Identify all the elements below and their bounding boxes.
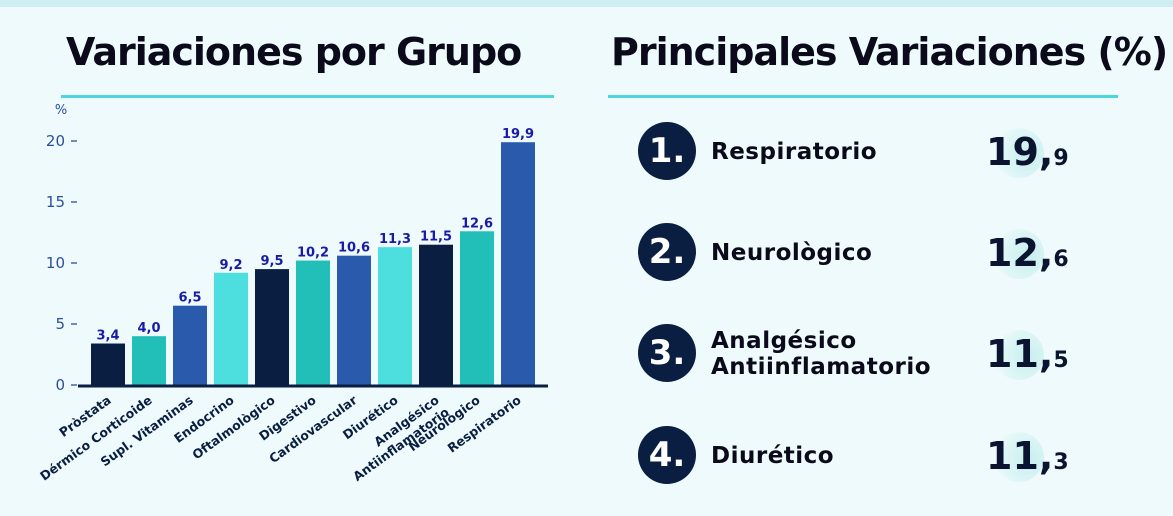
ranking-title: Principales Variaciones (%) [611, 30, 1168, 74]
rank-value-int: 12, [986, 231, 1054, 275]
value-bubble [994, 330, 1044, 380]
bar [337, 255, 371, 385]
bar-value-label: 3,4 [96, 329, 119, 344]
rank-value-dec: 9 [1053, 146, 1069, 171]
rank-value-dec: 3 [1053, 450, 1069, 475]
ranking-underline [608, 95, 1118, 98]
bar [378, 247, 412, 385]
top-band [0, 0, 1173, 7]
chart-title: Variaciones por Grupo [66, 30, 522, 74]
y-tick-label: 20 [46, 132, 65, 150]
ranking-item-3: 3. Analgésico Antiinflamatorio 11,5 [638, 324, 1173, 384]
ranking-item-2: 2. Neurològico 12,6 [638, 223, 1173, 283]
bar [419, 244, 453, 385]
rank-label: Diurético [711, 443, 835, 469]
rank-value-dec: 6 [1053, 247, 1069, 272]
bar [501, 142, 535, 385]
rank-label: Neurològico [711, 240, 873, 266]
bar-value-label: 11,5 [420, 230, 452, 245]
value-bubble [994, 128, 1044, 178]
y-tick-label: 10 [46, 254, 65, 272]
bar [132, 336, 166, 385]
bar [296, 260, 330, 385]
x-category-label: Respiratorio [445, 392, 525, 456]
value-bubble [994, 432, 1044, 482]
bar-value-label: 9,5 [260, 254, 283, 269]
bar-value-label: 11,3 [379, 232, 411, 247]
bar-value-label: 10,2 [297, 246, 329, 261]
rank-value-int: 11, [986, 332, 1054, 376]
y-tick-label: 15 [46, 193, 65, 211]
rank-value-dec: 5 [1053, 348, 1069, 373]
rank-value-int: 19, [986, 130, 1054, 174]
bar-value-label: 12,6 [461, 216, 493, 231]
rank-number-badge: 4. [638, 426, 696, 484]
bar [460, 231, 494, 385]
rank-label: Respiratorio [711, 139, 878, 165]
rank-label: Analgésico Antiinflamatorio [711, 328, 932, 380]
rank-value: 19,9 [986, 130, 1069, 174]
bar [173, 305, 207, 385]
bar-value-label: 4,0 [137, 321, 160, 336]
rank-value: 11,5 [986, 332, 1069, 376]
bar-chart: % 0 5 10 15 20 3,4 4,0 6,5 9,2 9,5 10,2 10,6 11,3 11,5… [37, 103, 548, 484]
bar-value-label: 9,2 [219, 258, 242, 273]
y-tick-label: 5 [55, 315, 65, 333]
rank-value: 11,3 [986, 434, 1069, 478]
title-underline [61, 95, 554, 98]
bar [214, 272, 248, 385]
bar [91, 343, 125, 385]
bar-value-label: 19,9 [502, 127, 534, 142]
bar-value-label: 6,5 [178, 291, 201, 306]
rank-number-badge: 3. [638, 324, 696, 382]
ranking-item-1: 1. Respiratorio 19,9 [638, 122, 1173, 182]
rank-number-badge: 2. [638, 223, 696, 281]
rank-value-int: 11, [986, 434, 1054, 478]
value-bubble [994, 229, 1044, 279]
rank-value: 12,6 [986, 231, 1069, 275]
bar-value-label: 10,6 [338, 241, 370, 256]
y-tick-label: 0 [55, 376, 65, 394]
bar [255, 269, 289, 385]
ranking-item-4: 4. Diurético 11,3 [638, 426, 1173, 486]
rank-number-badge: 1. [638, 122, 696, 180]
y-axis-unit-label: % [55, 103, 67, 118]
